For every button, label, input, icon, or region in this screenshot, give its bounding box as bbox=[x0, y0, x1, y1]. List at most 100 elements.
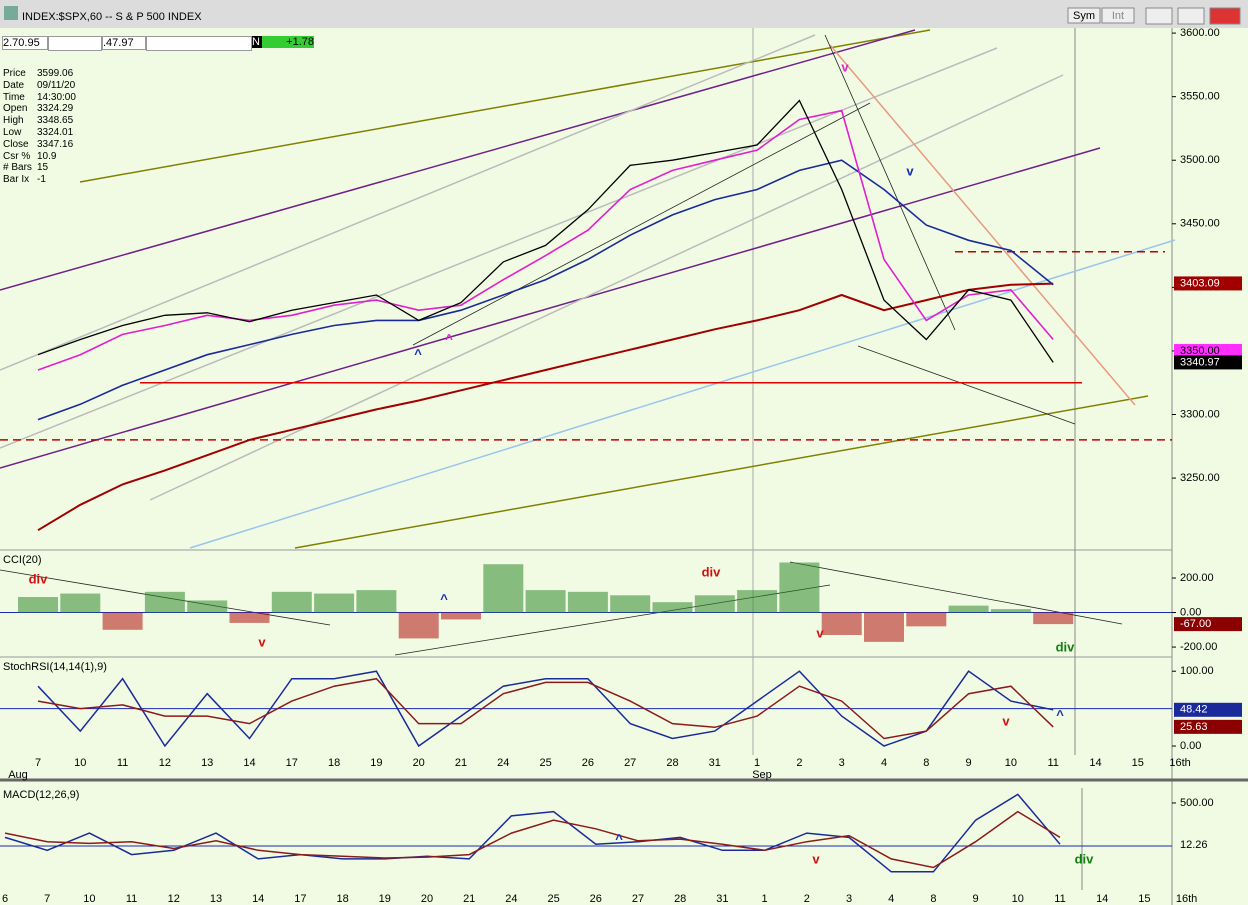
annotation: v bbox=[816, 625, 824, 640]
y-tick-label: 3600.00 bbox=[1180, 27, 1220, 39]
x-tick-label: 18 bbox=[328, 757, 340, 769]
trendline bbox=[857, 345, 1076, 425]
cci-bar bbox=[187, 600, 228, 613]
x-tick-label: 13 bbox=[210, 893, 222, 905]
info-label: Close bbox=[3, 138, 29, 150]
x-tick-label: 27 bbox=[624, 757, 636, 769]
x-tick-label: 7 bbox=[35, 757, 41, 769]
info-value: 10.9 bbox=[37, 150, 57, 162]
x-tick-label: 1 bbox=[754, 757, 760, 769]
series-line bbox=[37, 282, 1054, 532]
panel-title: MACD(12,26,9) bbox=[3, 789, 79, 801]
last-value-label: 3340.97 bbox=[1180, 356, 1220, 368]
x-tick-label: 24 bbox=[497, 757, 509, 769]
info-label: Open bbox=[3, 103, 28, 115]
month-label: Sep bbox=[752, 769, 772, 781]
last-value-badge bbox=[1174, 837, 1242, 852]
int-button-label[interactable]: Int bbox=[1112, 10, 1124, 22]
cci-bar bbox=[441, 612, 481, 620]
cci-bar bbox=[18, 597, 58, 613]
x-tick-label: 17 bbox=[294, 893, 306, 905]
annotation: v bbox=[841, 59, 849, 74]
info-value: 3348.65 bbox=[37, 115, 74, 127]
y-tick-label: 3550.00 bbox=[1180, 91, 1220, 103]
close-button[interactable] bbox=[1209, 7, 1241, 25]
last-value-label: -67.00 bbox=[1180, 618, 1211, 630]
cci-bar bbox=[990, 609, 1031, 613]
x-tick-label: 10 bbox=[1005, 757, 1017, 769]
x-tick-label: 12 bbox=[168, 893, 180, 905]
x-tick-label: 6 bbox=[2, 893, 8, 905]
info-value: 09/11/20 bbox=[37, 79, 76, 91]
x-tick-label: 14 bbox=[243, 757, 255, 769]
info-row: Bar Ix -1 bbox=[3, 174, 79, 186]
x-tick-label: 11 bbox=[1047, 757, 1058, 769]
x-tick-label: 19 bbox=[379, 893, 391, 905]
x-tick-label: 14 bbox=[1096, 893, 1108, 905]
cci-bar bbox=[229, 612, 270, 623]
y-tick-label: 100.00 bbox=[1180, 665, 1214, 677]
y-tick-label: 3300.00 bbox=[1180, 408, 1220, 420]
toolbar-flag: N bbox=[252, 36, 262, 48]
panel-title: StochRSI(14,14(1),9) bbox=[3, 661, 107, 673]
last-value-badge bbox=[1174, 276, 1242, 291]
x-tick-label: 21 bbox=[463, 893, 475, 905]
x-tick-label: 27 bbox=[632, 893, 644, 905]
cci-bar bbox=[567, 591, 608, 613]
x-tick-label: 4 bbox=[881, 757, 887, 769]
y-tick-label: 3500.00 bbox=[1180, 154, 1220, 166]
trendline bbox=[294, 395, 1149, 549]
x-tick-label: 16th bbox=[1176, 893, 1197, 905]
annotation: div bbox=[702, 564, 722, 579]
sym-button[interactable] bbox=[1067, 7, 1101, 24]
x-tick-label: 17 bbox=[286, 757, 298, 769]
toolbar-box bbox=[48, 36, 102, 51]
trendline bbox=[829, 44, 1136, 406]
x-tick-label: 25 bbox=[539, 757, 551, 769]
last-value-label: 3403.09 bbox=[1180, 277, 1220, 289]
y-tick-label: 500.00 bbox=[1180, 797, 1214, 809]
cci-bar bbox=[525, 590, 566, 613]
x-tick-label: 31 bbox=[709, 757, 721, 769]
trendline bbox=[0, 34, 816, 371]
int-button[interactable] bbox=[1101, 7, 1135, 24]
last-value-label: 12.26 bbox=[1180, 839, 1208, 851]
cci-bar bbox=[864, 612, 904, 642]
info-label: Low bbox=[3, 126, 22, 138]
x-tick-label: 2 bbox=[796, 757, 802, 769]
window-title: INDEX:$SPX,60 -- S & P 500 INDEX bbox=[22, 11, 202, 23]
last-value-badge bbox=[1174, 343, 1242, 358]
cci-bar bbox=[1033, 612, 1074, 625]
series-line bbox=[4, 810, 1061, 869]
y-tick-label: 0.00 bbox=[1180, 740, 1201, 752]
x-tick-label: 28 bbox=[674, 893, 686, 905]
x-tick-label: 11 bbox=[1054, 893, 1065, 905]
cci-bar bbox=[694, 595, 735, 613]
sym-button-label[interactable]: Sym bbox=[1073, 10, 1095, 22]
x-tick-label: 7 bbox=[44, 893, 50, 905]
x-tick-label: 26 bbox=[582, 757, 594, 769]
x-tick-label: 4 bbox=[888, 893, 894, 905]
x-tick-label: 14 bbox=[1089, 757, 1101, 769]
minimize-button[interactable] bbox=[1145, 7, 1173, 25]
info-row: High 3348.65 bbox=[3, 115, 79, 127]
toolbar-box bbox=[146, 36, 252, 51]
x-tick-label: 28 bbox=[666, 757, 678, 769]
x-tick-label: 8 bbox=[923, 757, 929, 769]
x-tick-label: 20 bbox=[421, 893, 433, 905]
annotation: ^ bbox=[615, 831, 623, 846]
info-label: Csr % bbox=[3, 150, 31, 162]
last-value-badge bbox=[1174, 617, 1242, 632]
x-tick-label: 1 bbox=[762, 893, 768, 905]
x-tick-label: 11 bbox=[117, 757, 128, 769]
x-tick-label: 25 bbox=[547, 893, 559, 905]
maximize-button[interactable] bbox=[1177, 7, 1205, 25]
y-tick-label: 3450.00 bbox=[1180, 218, 1220, 230]
x-tick-label: 20 bbox=[413, 757, 425, 769]
annotation: div bbox=[1056, 639, 1076, 654]
x-tick-label: 2 bbox=[804, 893, 810, 905]
cci-bar bbox=[60, 593, 101, 613]
trendline bbox=[412, 102, 871, 346]
annotation: div bbox=[29, 571, 49, 586]
y-tick-label: 3250.00 bbox=[1180, 472, 1220, 484]
